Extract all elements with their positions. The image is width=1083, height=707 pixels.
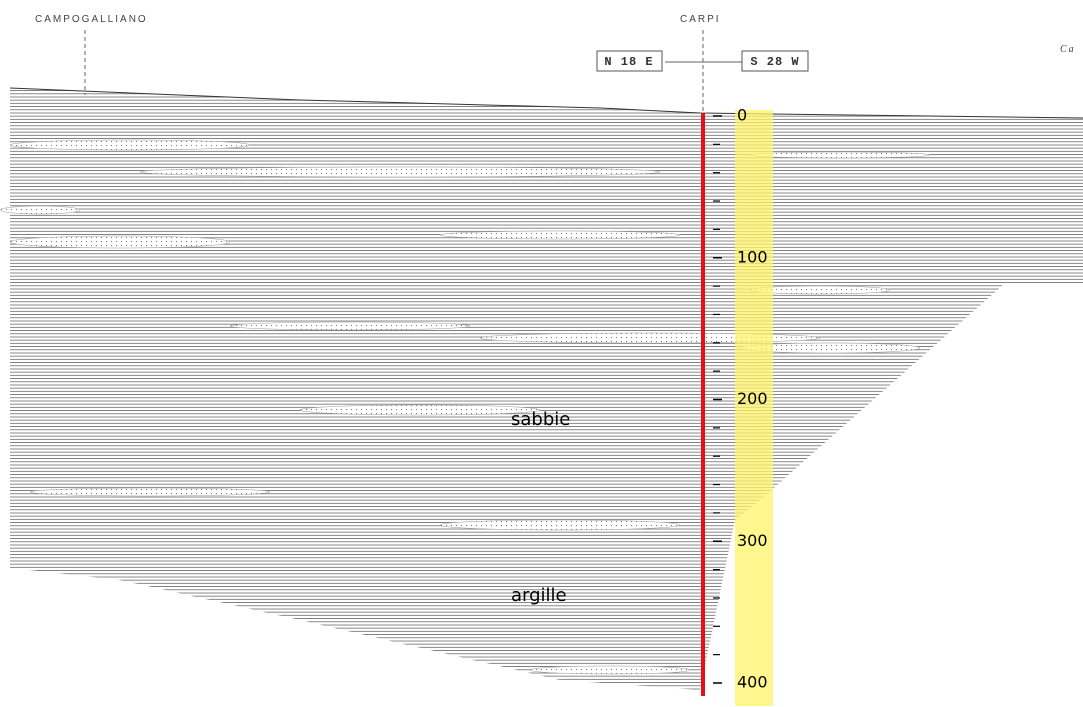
place-label: Ca — [1060, 44, 1076, 55]
layer-label: sabbie — [511, 409, 570, 430]
direction-label: S 28 W — [750, 55, 799, 69]
direction-label: N 18 E — [604, 55, 653, 69]
tick-label: 0 — [737, 106, 747, 125]
scale-band — [735, 110, 773, 706]
tick-label: 300 — [737, 531, 768, 550]
tick-label: 200 — [737, 389, 768, 408]
tick-label: 400 — [737, 673, 768, 692]
place-label: CAMPOGALLIANO — [35, 14, 148, 25]
place-label: CARPI — [680, 14, 721, 25]
cross-section: CAMPOGALLIANO CARPI Ca N 18 E S 28 W sab… — [0, 0, 1083, 707]
layer-label: argille — [511, 585, 567, 606]
tick-label: 100 — [737, 247, 768, 266]
